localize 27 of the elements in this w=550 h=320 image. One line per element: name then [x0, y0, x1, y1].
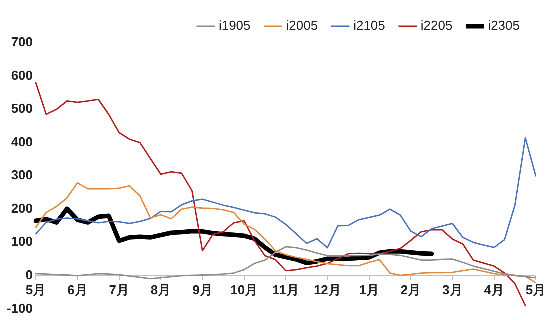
x-tick-label: 6月	[68, 282, 88, 298]
x-tick-label: 12月	[314, 282, 342, 298]
legend-label: i2205	[420, 18, 453, 34]
x-tick-label: 3月	[442, 282, 463, 298]
x-tick-label: 10月	[230, 282, 258, 298]
y-tick-label: 300	[11, 168, 34, 183]
y-tick-label: 0	[26, 268, 34, 283]
x-tick-label: 7月	[109, 282, 130, 298]
y-tick-label: 500	[11, 101, 34, 116]
y-tick-label: 400	[11, 134, 34, 150]
y-tick-label: 700	[11, 34, 34, 50]
legend-label: i2005	[286, 18, 318, 34]
x-tick-label: 11月	[272, 282, 300, 298]
x-tick-label: 4月	[484, 282, 504, 298]
x-tick-label: 1月	[359, 282, 380, 298]
y-tick-label: -100	[6, 300, 34, 316]
legend-label: i1905	[218, 18, 251, 34]
x-tick-label: 5月	[26, 282, 46, 298]
y-tick-label: 200	[11, 200, 34, 216]
x-tick-label: 5月	[526, 282, 546, 298]
legend-label: i2105	[354, 18, 386, 34]
y-tick-label: 100	[11, 234, 34, 250]
y-tick-label: 600	[11, 68, 34, 83]
x-tick-label: 8月	[150, 282, 172, 298]
x-tick-label: 9月	[192, 282, 213, 298]
x-tick-label: 2月	[400, 282, 422, 298]
legend-label: i2305	[488, 18, 520, 34]
